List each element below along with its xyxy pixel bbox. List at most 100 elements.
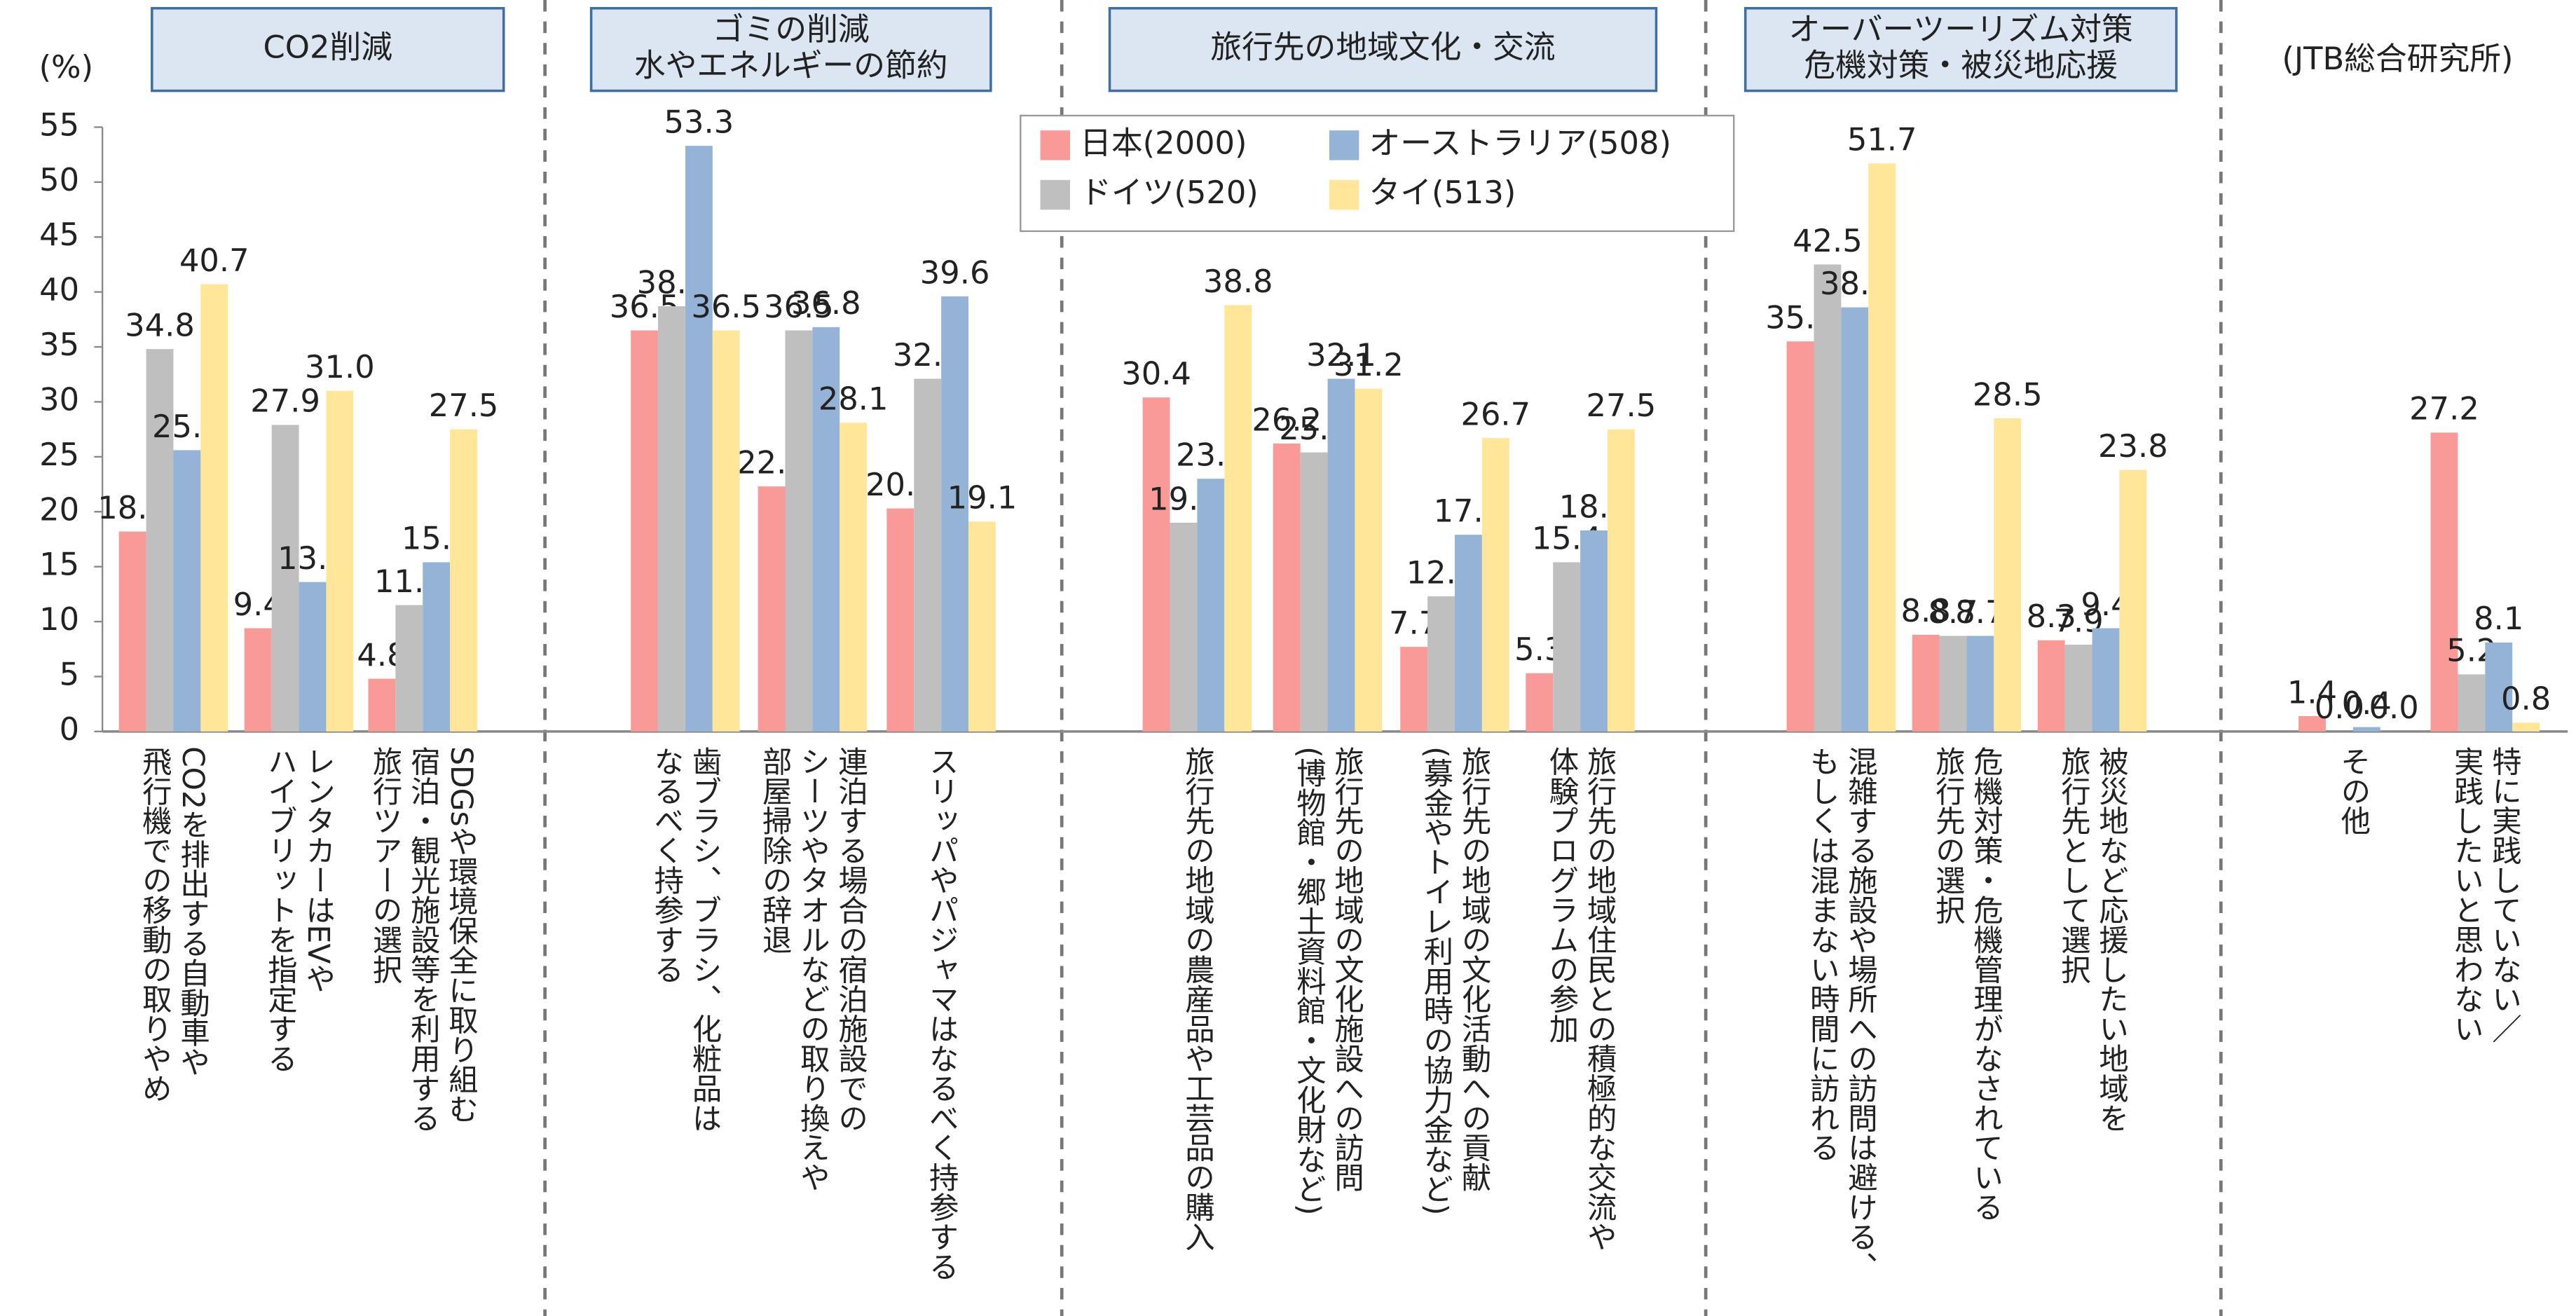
bar — [450, 429, 478, 732]
bar — [1327, 378, 1355, 732]
group-header: 旅行先の地域文化・交流 — [1210, 29, 1555, 66]
bar — [326, 390, 354, 732]
x-tick-label: 宿泊・観光施設等を利用する — [406, 746, 440, 1132]
legend-label: タイ(513) — [1369, 174, 1516, 211]
value-label: 0.0 — [2315, 689, 2364, 726]
bar — [1170, 522, 1198, 732]
value-label: 39.6 — [920, 254, 990, 291]
bar — [785, 330, 813, 732]
value-label: 8.8 — [1901, 592, 1951, 629]
group-header: CO2削減 — [263, 29, 393, 66]
bar — [941, 296, 969, 732]
y-tick-label: 15 — [39, 546, 79, 583]
bar — [2064, 644, 2092, 732]
bar — [1142, 397, 1170, 732]
legend-label: ドイツ(520) — [1080, 174, 1259, 211]
value-label: 28.1 — [818, 381, 889, 418]
legend-swatch — [1040, 130, 1070, 160]
group-header: 危機対策・被災地応援 — [1804, 47, 2118, 84]
bar — [2430, 432, 2458, 732]
y-tick-label: 25 — [39, 436, 79, 473]
value-label: 30.4 — [1121, 355, 1191, 392]
bar — [1427, 596, 1455, 732]
group-header-box — [1108, 7, 1658, 92]
y-tick-label: 10 — [39, 601, 79, 638]
bar — [1481, 438, 1509, 732]
y-tick-label: 5 — [60, 655, 79, 692]
value-label: 36.5 — [764, 288, 834, 325]
bar — [1580, 530, 1608, 732]
legend-label: 日本(2000) — [1080, 124, 1247, 161]
bar — [1400, 647, 1428, 732]
value-label: 0.8 — [2501, 680, 2551, 718]
x-tick-label: スリッパやパジャマはなるべく持参する — [924, 746, 959, 1281]
value-label: 27.9 — [250, 383, 320, 420]
bar — [2458, 674, 2486, 732]
value-label: 1.4 — [2287, 673, 2337, 711]
bar — [2119, 469, 2147, 732]
x-tick-label: SDGsや環境保全に取り組む — [444, 746, 478, 1124]
y-tick-label: 55 — [39, 106, 79, 143]
x-tick-label: 旅行先の地域住民との積極的な交流や — [1582, 746, 1617, 1252]
bar — [1786, 341, 1814, 732]
y-tick-label: 45 — [39, 216, 79, 253]
bar — [914, 378, 942, 732]
value-label: 31.0 — [305, 348, 375, 385]
value-label: 38.8 — [1203, 263, 1273, 300]
bar — [1553, 562, 1581, 732]
bar — [812, 327, 840, 732]
bar — [2352, 727, 2380, 732]
legend-swatch — [1329, 130, 1359, 160]
legend-label: オーストラリア(508) — [1369, 124, 1671, 161]
x-tick-label: 体験プログラムの参加 — [1544, 746, 1578, 1043]
value-label: 27.5 — [1587, 387, 1657, 424]
bar — [146, 349, 174, 732]
bar — [758, 486, 786, 732]
bar — [1300, 452, 1328, 732]
bar — [968, 521, 996, 732]
x-tick-label: 飛行機での移動の取りやめ — [137, 746, 172, 1103]
value-label: 28.5 — [1973, 376, 2043, 413]
x-tick-label: 旅行先の選択 — [1931, 746, 1965, 924]
x-tick-label: 被災地など応援したい地域を — [2094, 746, 2128, 1132]
value-label: 26.7 — [1460, 396, 1530, 433]
x-tick-label: (募金やトイレ利用時の協力金など) — [1418, 746, 1453, 1215]
value-label: 8.1 — [2474, 600, 2523, 637]
y-tick-label: 35 — [39, 326, 79, 363]
bar — [2037, 640, 2065, 732]
value-label: 0.4 — [2342, 685, 2392, 722]
value-label: 31.2 — [1334, 346, 1404, 383]
value-label: 36.8 — [791, 285, 861, 322]
group-header-box — [151, 7, 505, 92]
bar — [886, 508, 914, 732]
value-label: 42.5 — [1793, 222, 1863, 259]
value-label: 51.7 — [1847, 121, 1917, 158]
bar — [395, 605, 423, 732]
bar — [712, 330, 740, 732]
bar — [1966, 636, 1994, 732]
x-tick-label: CO2を排出する自動車や — [175, 746, 210, 1077]
y-tick-label: 50 — [39, 161, 79, 198]
y-tick-label: 0 — [60, 711, 79, 748]
bar — [1454, 535, 1482, 732]
group-header-box — [589, 7, 992, 92]
bar — [299, 582, 327, 732]
x-tick-label: 混雑する施設や場所への訪問は避ける、 — [1843, 746, 1877, 1281]
x-tick-label: なるべく持参する — [649, 746, 683, 984]
x-tick-label: 実践したいと思わない — [2449, 746, 2483, 1043]
x-tick-label: もしくは混まない時間に訪れる — [1805, 746, 1839, 1163]
x-tick-label: 旅行ツアーの選択 — [368, 746, 402, 984]
bar — [1526, 673, 1554, 732]
bar — [1814, 264, 1842, 732]
x-tick-label: レンタカーはEVや — [301, 746, 335, 994]
value-label: 34.8 — [125, 307, 195, 344]
legend-swatch — [1040, 179, 1070, 210]
bar — [2512, 722, 2540, 732]
value-label: 8.7 — [1928, 594, 1978, 631]
bar — [631, 330, 659, 732]
value-label: 26.2 — [1252, 401, 1322, 438]
bar — [1273, 444, 1301, 732]
value-label: 0.0 — [2369, 689, 2419, 726]
y-tick-label: 40 — [39, 271, 79, 308]
value-label: 8.3 — [2027, 598, 2076, 635]
